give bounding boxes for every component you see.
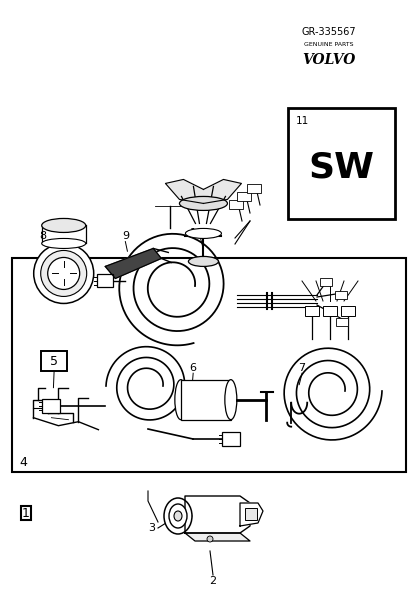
Bar [305,306,319,316]
Text: 4: 4 [19,456,28,469]
Ellipse shape [189,257,218,266]
Text: 2: 2 [210,576,217,586]
Bar [21,506,31,520]
Bar [97,274,113,287]
Text: 5: 5 [52,363,59,373]
Bar [42,399,60,413]
Text: 3: 3 [148,523,155,533]
Bar [229,200,243,209]
Circle shape [34,243,94,304]
Ellipse shape [174,511,182,521]
Text: VOLVO: VOLVO [302,53,356,67]
Polygon shape [166,180,203,203]
Text: 6: 6 [189,364,197,373]
Ellipse shape [164,498,192,534]
Text: 5: 5 [50,355,58,368]
Bar [41,352,67,371]
Bar [323,306,337,316]
Bar [247,184,261,193]
Bar [237,192,251,201]
Polygon shape [203,180,241,203]
Bar [181,380,231,419]
Text: GR-335567: GR-335567 [302,27,356,37]
Circle shape [48,257,80,290]
Bar [245,508,257,520]
Ellipse shape [180,197,227,210]
Polygon shape [185,533,250,541]
Ellipse shape [175,380,187,419]
Circle shape [41,251,87,296]
Text: 10: 10 [190,228,204,238]
Circle shape [207,536,213,542]
Ellipse shape [225,380,237,419]
Text: 1: 1 [22,507,30,520]
Polygon shape [240,503,263,526]
Text: 9: 9 [122,231,129,241]
Text: GENUINE PARTS: GENUINE PARTS [304,41,353,47]
Text: 8: 8 [39,231,47,241]
Text: 11: 11 [296,116,309,126]
Text: SW: SW [308,151,374,185]
Ellipse shape [42,218,86,233]
Bar [12,258,406,472]
Bar [222,432,240,446]
Bar [320,278,332,286]
Bar [341,306,355,316]
Ellipse shape [169,504,187,528]
Polygon shape [105,248,161,278]
Ellipse shape [185,228,222,239]
Ellipse shape [42,239,86,248]
Bar [336,318,348,326]
Text: 7: 7 [298,364,306,373]
Bar [335,291,347,299]
Bar [288,108,395,219]
Polygon shape [185,496,250,533]
